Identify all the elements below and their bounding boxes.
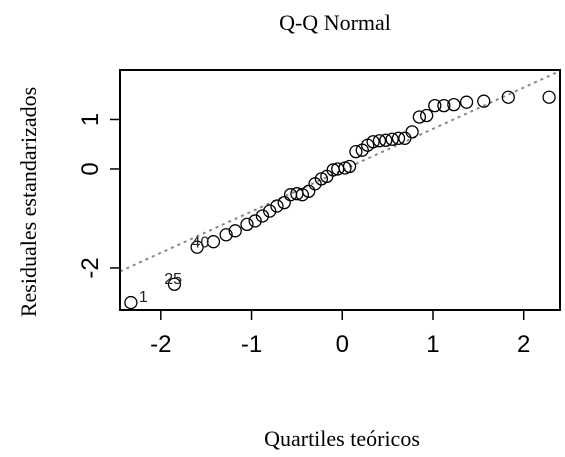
y-tick-label: -2 bbox=[77, 257, 104, 278]
data-point-39 bbox=[459, 95, 474, 109]
x-axis-title: Quartiles teóricos bbox=[264, 426, 420, 451]
plot-area: 1 25 40 bbox=[119, 70, 561, 310]
data-point-41 bbox=[501, 90, 515, 104]
data-point-40 bbox=[477, 94, 491, 108]
x-tick-label: 2 bbox=[517, 331, 530, 358]
data-point-10 bbox=[263, 204, 277, 218]
y-tick-label: 1 bbox=[77, 113, 104, 126]
axes: -2 -1 0 1 2 -2 0 1 bbox=[77, 113, 530, 358]
data-point-38 bbox=[447, 97, 461, 112]
data-point-28 bbox=[372, 134, 387, 148]
data-point-36 bbox=[428, 98, 442, 113]
data-point-11 bbox=[270, 199, 284, 213]
y-axis-title: Residuales estandarizados bbox=[16, 87, 41, 317]
x-tick-label: -1 bbox=[241, 331, 262, 358]
data-point-33 bbox=[405, 125, 419, 139]
data-point-30 bbox=[385, 132, 399, 146]
data-point-5 bbox=[219, 228, 233, 242]
data-point-7 bbox=[240, 217, 254, 232]
plot-frame bbox=[119, 69, 561, 311]
data-point-4 bbox=[206, 235, 221, 249]
chart-title: Q-Q Normal bbox=[279, 10, 391, 35]
data-point-15 bbox=[295, 188, 310, 202]
data-point-8 bbox=[248, 214, 262, 228]
data-point-31 bbox=[391, 131, 406, 145]
data-point-37 bbox=[437, 98, 451, 113]
point-label-25: 25 bbox=[164, 271, 182, 288]
x-tick-label: 1 bbox=[426, 331, 439, 358]
x-tick-label: 0 bbox=[336, 331, 349, 358]
data-point-2 bbox=[167, 277, 182, 291]
y-tick-label: 0 bbox=[77, 162, 104, 175]
point-label-40: 40 bbox=[192, 235, 210, 252]
data-point-23 bbox=[342, 159, 357, 174]
data-point-6 bbox=[228, 224, 242, 238]
data-point-35 bbox=[419, 108, 434, 123]
data-point-42 bbox=[542, 90, 556, 104]
data-point-3 bbox=[190, 240, 204, 254]
data-point-24 bbox=[349, 144, 363, 159]
data-point-9 bbox=[255, 209, 270, 223]
data-point-29 bbox=[379, 133, 393, 147]
data-point-34 bbox=[412, 110, 427, 124]
data-point-12 bbox=[277, 195, 291, 210]
x-tick-label: -2 bbox=[150, 331, 171, 358]
data-point-1 bbox=[124, 295, 138, 310]
point-label-1: 1 bbox=[139, 289, 148, 306]
data-point-27 bbox=[366, 135, 380, 149]
